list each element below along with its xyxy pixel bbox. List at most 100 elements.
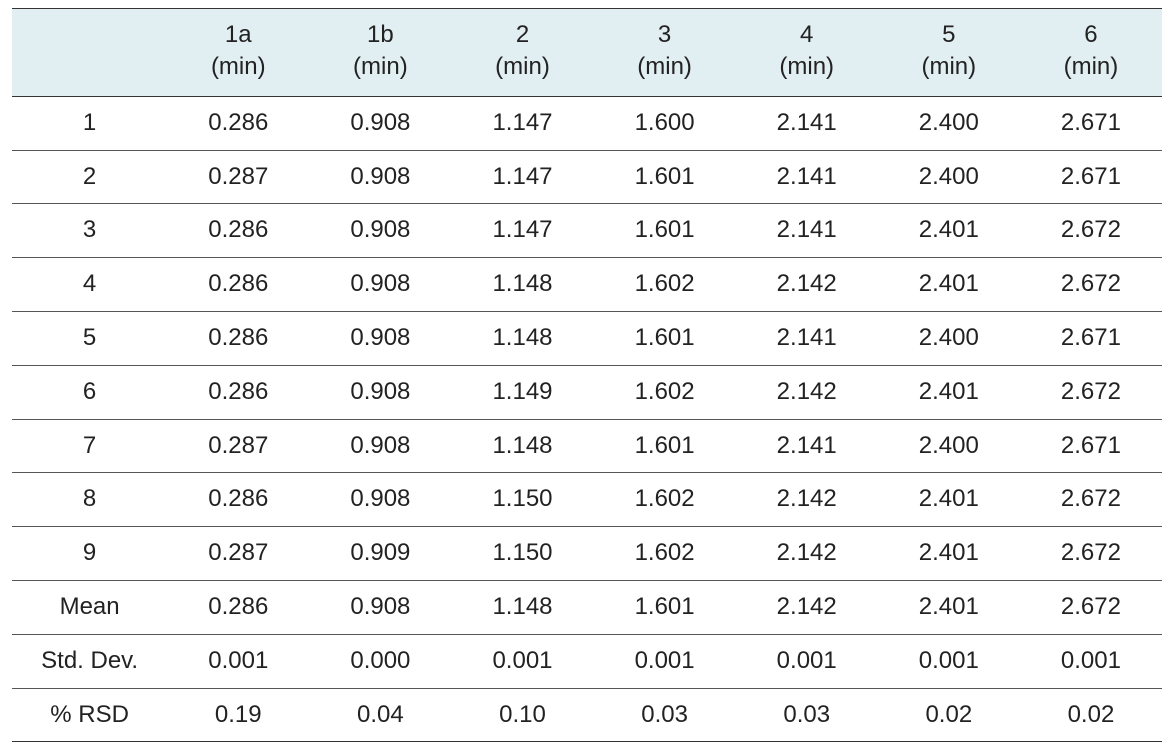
- table-cell: 1.149: [451, 365, 593, 419]
- table-header-cell: 1a (min): [167, 9, 309, 97]
- table-row: Std. Dev. 0.001 0.000 0.001 0.001 0.001 …: [12, 634, 1162, 688]
- table-cell: 0.001: [1020, 634, 1162, 688]
- table-cell: 1.600: [594, 96, 736, 150]
- row-label: Std. Dev.: [12, 634, 167, 688]
- table-cell: 2.671: [1020, 419, 1162, 473]
- row-label: 9: [12, 527, 167, 581]
- table-cell: 0.02: [878, 688, 1020, 742]
- table-cell: 1.602: [594, 258, 736, 312]
- table-cell: 2.672: [1020, 580, 1162, 634]
- table-cell: 1.602: [594, 473, 736, 527]
- table-cell: 2.671: [1020, 96, 1162, 150]
- table-cell: 2.142: [736, 580, 878, 634]
- table-cell: 2.671: [1020, 150, 1162, 204]
- table-cell: 2.401: [878, 258, 1020, 312]
- table-cell: 0.19: [167, 688, 309, 742]
- table-cell: 2.141: [736, 204, 878, 258]
- table-cell: 0.287: [167, 527, 309, 581]
- table-row: 5 0.286 0.908 1.148 1.601 2.141 2.400 2.…: [12, 311, 1162, 365]
- table-cell: 1.148: [451, 258, 593, 312]
- table-cell: 0.908: [309, 258, 451, 312]
- row-label: 3: [12, 204, 167, 258]
- table-cell: 0.908: [309, 580, 451, 634]
- table-cell: 2.672: [1020, 473, 1162, 527]
- table-cell: 0.000: [309, 634, 451, 688]
- col-unit: (min): [740, 51, 874, 83]
- table-cell: 2.400: [878, 96, 1020, 150]
- table-cell: 1.147: [451, 150, 593, 204]
- table-cell: 2.401: [878, 527, 1020, 581]
- table-cell: 2.400: [878, 419, 1020, 473]
- table-row: 1 0.286 0.908 1.147 1.600 2.141 2.400 2.…: [12, 96, 1162, 150]
- table-cell: 0.286: [167, 258, 309, 312]
- table-cell: 0.03: [594, 688, 736, 742]
- table-cell: 1.150: [451, 473, 593, 527]
- col-label: 3: [598, 19, 732, 51]
- row-label: 4: [12, 258, 167, 312]
- table-cell: 0.908: [309, 473, 451, 527]
- table-header-row: 1a (min) 1b (min) 2 (min) 3 (min) 4 (min…: [12, 9, 1162, 97]
- table-cell: 0.02: [1020, 688, 1162, 742]
- table-header-cell: 1b (min): [309, 9, 451, 97]
- row-label: 6: [12, 365, 167, 419]
- table-cell: 0.10: [451, 688, 593, 742]
- table-row: 3 0.286 0.908 1.147 1.601 2.141 2.401 2.…: [12, 204, 1162, 258]
- table-cell: 2.672: [1020, 258, 1162, 312]
- col-label: 5: [882, 19, 1016, 51]
- table-cell: 2.671: [1020, 311, 1162, 365]
- table-cell: 1.150: [451, 527, 593, 581]
- table-cell: 1.602: [594, 365, 736, 419]
- table-cell: 2.142: [736, 473, 878, 527]
- row-label: Mean: [12, 580, 167, 634]
- table-row: 4 0.286 0.908 1.148 1.602 2.142 2.401 2.…: [12, 258, 1162, 312]
- col-label: 2: [455, 19, 589, 51]
- table-cell: 1.601: [594, 419, 736, 473]
- col-label: 1b: [313, 19, 447, 51]
- table-header-cell: 2 (min): [451, 9, 593, 97]
- table-cell: 1.602: [594, 527, 736, 581]
- row-label: 5: [12, 311, 167, 365]
- table-cell: 2.400: [878, 150, 1020, 204]
- table-cell: 1.148: [451, 311, 593, 365]
- table-cell: 0.03: [736, 688, 878, 742]
- table-cell: 2.672: [1020, 527, 1162, 581]
- table-cell: 2.142: [736, 365, 878, 419]
- table-row: % RSD 0.19 0.04 0.10 0.03 0.03 0.02 0.02: [12, 688, 1162, 742]
- table-cell: 2.401: [878, 204, 1020, 258]
- table-cell: 0.287: [167, 150, 309, 204]
- col-label: 4: [740, 19, 874, 51]
- table-cell: 2.672: [1020, 365, 1162, 419]
- table-cell: 0.001: [451, 634, 593, 688]
- table-header-cell: [12, 9, 167, 97]
- table-cell: 1.601: [594, 204, 736, 258]
- table-cell: 2.142: [736, 258, 878, 312]
- row-label: 2: [12, 150, 167, 204]
- table-cell: 0.001: [878, 634, 1020, 688]
- table-cell: 2.142: [736, 527, 878, 581]
- table-header-cell: 3 (min): [594, 9, 736, 97]
- row-label: 1: [12, 96, 167, 150]
- table-row: 6 0.286 0.908 1.149 1.602 2.142 2.401 2.…: [12, 365, 1162, 419]
- table-row: 2 0.287 0.908 1.147 1.601 2.141 2.400 2.…: [12, 150, 1162, 204]
- table-cell: 1.148: [451, 580, 593, 634]
- col-unit: (min): [598, 51, 732, 83]
- table-cell: 0.286: [167, 311, 309, 365]
- table-cell: 0.908: [309, 150, 451, 204]
- table-cell: 0.908: [309, 365, 451, 419]
- table-cell: 2.401: [878, 365, 1020, 419]
- table-header-cell: 6 (min): [1020, 9, 1162, 97]
- table-cell: 1.147: [451, 204, 593, 258]
- table-header-cell: 4 (min): [736, 9, 878, 97]
- table-cell: 2.141: [736, 311, 878, 365]
- table-cell: 2.672: [1020, 204, 1162, 258]
- col-label: 1a: [171, 19, 305, 51]
- col-unit: (min): [882, 51, 1016, 83]
- table-cell: 0.001: [167, 634, 309, 688]
- table-row: 7 0.287 0.908 1.148 1.601 2.141 2.400 2.…: [12, 419, 1162, 473]
- col-unit: (min): [1024, 51, 1158, 83]
- data-table: 1a (min) 1b (min) 2 (min) 3 (min) 4 (min…: [12, 8, 1162, 742]
- table-cell: 0.04: [309, 688, 451, 742]
- col-unit: (min): [313, 51, 447, 83]
- table-cell: 0.286: [167, 204, 309, 258]
- col-unit: (min): [455, 51, 589, 83]
